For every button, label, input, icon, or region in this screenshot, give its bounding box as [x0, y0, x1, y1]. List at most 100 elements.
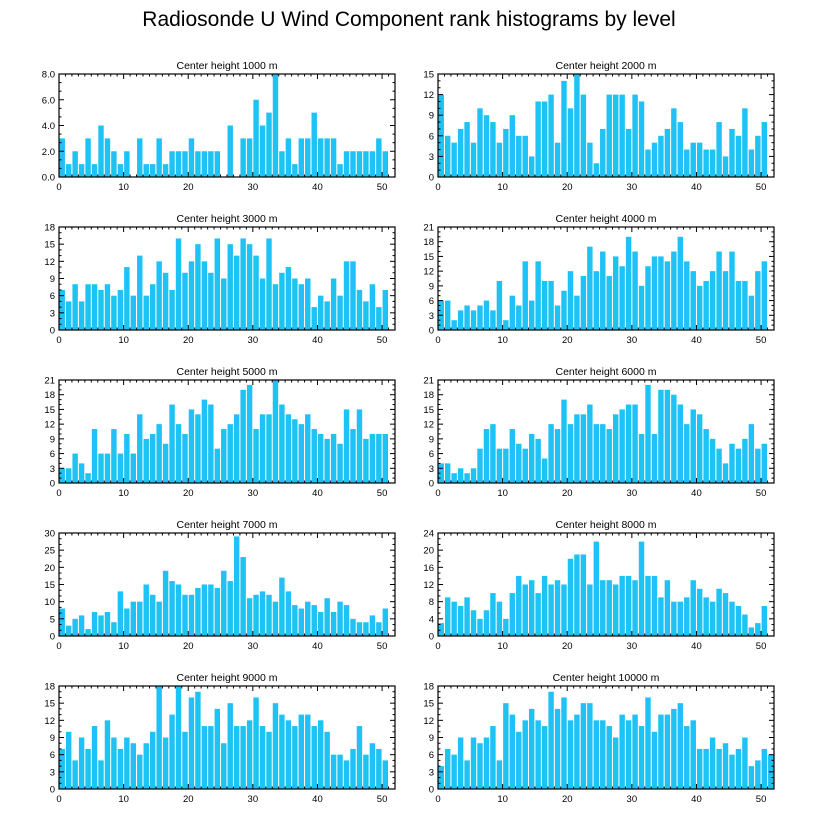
histogram-bar [554, 142, 561, 177]
histogram-bar [195, 691, 201, 789]
histogram-bar [451, 473, 457, 483]
histogram-bar [292, 605, 298, 636]
histogram-bar [149, 284, 156, 330]
y-tick-label: 3 [429, 152, 434, 163]
histogram-bar [98, 125, 104, 177]
histogram-bar [548, 424, 554, 483]
histogram-bar [528, 156, 535, 177]
histogram-bar [382, 760, 389, 789]
histogram-bar [292, 164, 298, 177]
histogram-bar [742, 614, 748, 636]
y-tick-label: 6 [50, 291, 55, 302]
histogram-bar [671, 394, 677, 483]
histogram-bar [305, 714, 311, 789]
histogram-bar [343, 605, 350, 636]
panel-title: Center height 5000 m [177, 366, 278, 378]
histogram-bar [311, 605, 317, 636]
histogram-bar [98, 453, 104, 483]
histogram-bar [149, 594, 156, 636]
histogram-bar [625, 720, 632, 789]
histogram-bar [253, 594, 259, 636]
y-tick-label: 15 [44, 580, 55, 591]
histogram-bar [363, 438, 369, 483]
histogram-bar [324, 138, 330, 177]
histogram-bar [111, 295, 117, 330]
histogram-bar [593, 720, 600, 789]
histogram-bar [503, 320, 509, 330]
histogram-bar [755, 448, 761, 483]
histogram-bar [496, 142, 503, 177]
histogram-bar [477, 305, 483, 330]
histogram-bar [369, 151, 376, 177]
histogram-bar [233, 536, 240, 636]
y-tick-label: 6.0 [42, 95, 55, 106]
y-tick-label: 12 [44, 257, 55, 268]
histogram-bar [509, 714, 516, 789]
histogram-bar [658, 135, 664, 177]
histogram-bar [696, 285, 703, 330]
histogram-bar [376, 748, 382, 789]
histogram-bar [619, 714, 625, 789]
x-tick-label: 40 [312, 488, 323, 499]
histogram-bar [503, 703, 509, 789]
histogram-bar [632, 94, 638, 177]
histogram-bar [337, 754, 343, 789]
histogram-bar [664, 261, 671, 330]
x-tick-label: 20 [183, 794, 194, 805]
histogram-bar [78, 164, 85, 177]
histogram-bar [742, 737, 748, 789]
histogram-bar [522, 584, 528, 636]
histogram-bar [182, 731, 188, 789]
histogram-bar [175, 424, 182, 483]
histogram-bar [587, 246, 593, 330]
x-tick-label: 10 [497, 488, 508, 499]
y-tick-label: 15 [44, 699, 55, 710]
histogram-bar [709, 737, 716, 789]
y-tick-label: 12 [44, 716, 55, 727]
histogram-bar [600, 580, 606, 636]
histogram-bar [356, 409, 363, 483]
histogram-bar [541, 101, 548, 177]
histogram-bar [98, 615, 104, 636]
histogram-bar [464, 473, 470, 483]
x-tick-label: 50 [756, 488, 767, 499]
histogram-bar [438, 463, 444, 483]
histogram-bar [72, 284, 78, 330]
y-tick-label: 9 [429, 111, 434, 122]
histogram-bar [477, 448, 483, 483]
histogram-bar [742, 438, 748, 483]
histogram-bar [748, 424, 755, 483]
histogram-bar [227, 244, 233, 330]
histogram-panel: Center height 1000 m 0 10 20 30 40 50 0.0 2.0 4.0… [42, 60, 396, 193]
histogram-bar [221, 743, 227, 789]
y-tick-label: 21 [423, 376, 434, 387]
histogram-bar [490, 424, 496, 483]
histogram-bar [156, 424, 162, 483]
histogram-bar [156, 686, 162, 789]
histogram-bar [457, 737, 464, 789]
histogram-bar [292, 419, 298, 483]
histogram-bar [684, 597, 690, 636]
histogram-bar [175, 238, 182, 330]
histogram-bar [382, 608, 389, 636]
histogram-bar [285, 414, 292, 483]
histogram-bar [612, 94, 619, 177]
panel-title: Center height 8000 m [556, 519, 657, 531]
histogram-bar [548, 584, 554, 636]
histogram-bar [464, 305, 470, 330]
histogram-bar [259, 278, 266, 330]
histogram-bar [91, 726, 98, 789]
histogram-bar [78, 301, 85, 330]
histogram-bar [703, 280, 709, 330]
histogram-bar [356, 726, 363, 789]
histogram-bar [253, 255, 259, 330]
panel-title: Center height 2000 m [556, 60, 657, 72]
histogram-bar [606, 94, 612, 177]
y-tick-label: 0 [50, 479, 55, 490]
histogram-panel: Center height 5000 m 0 10 20 30 40 50 0 3 6 9 12 15 1… [44, 366, 396, 499]
panel-title: Center height 4000 m [556, 213, 657, 225]
histogram-bar [528, 300, 535, 330]
y-tick-label: 6 [50, 449, 55, 460]
histogram-bar [677, 122, 684, 177]
histogram-bar [104, 138, 111, 177]
